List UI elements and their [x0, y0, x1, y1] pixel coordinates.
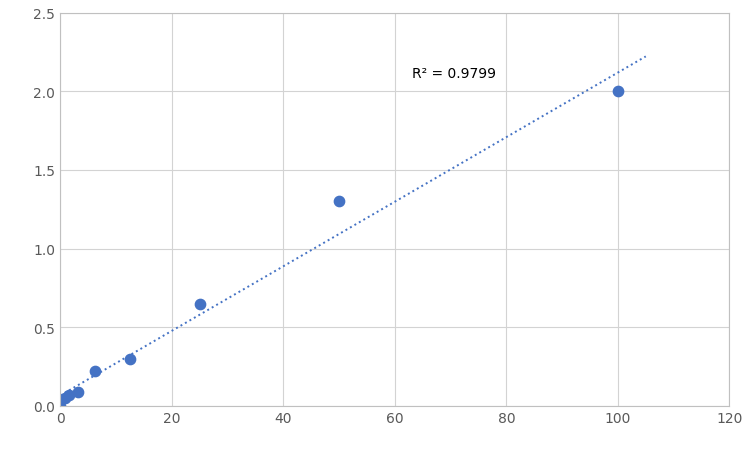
- Point: [63, 391, 75, 399]
- Point: [59, 395, 71, 402]
- Text: R² = 0.9799: R² = 0.9799: [411, 67, 496, 81]
- Point: [89, 368, 101, 375]
- Point: [71, 388, 83, 396]
- Point: [124, 355, 136, 363]
- Point: [193, 300, 205, 308]
- Point: [54, 402, 66, 410]
- Point: [612, 88, 624, 96]
- Point: [333, 198, 345, 206]
